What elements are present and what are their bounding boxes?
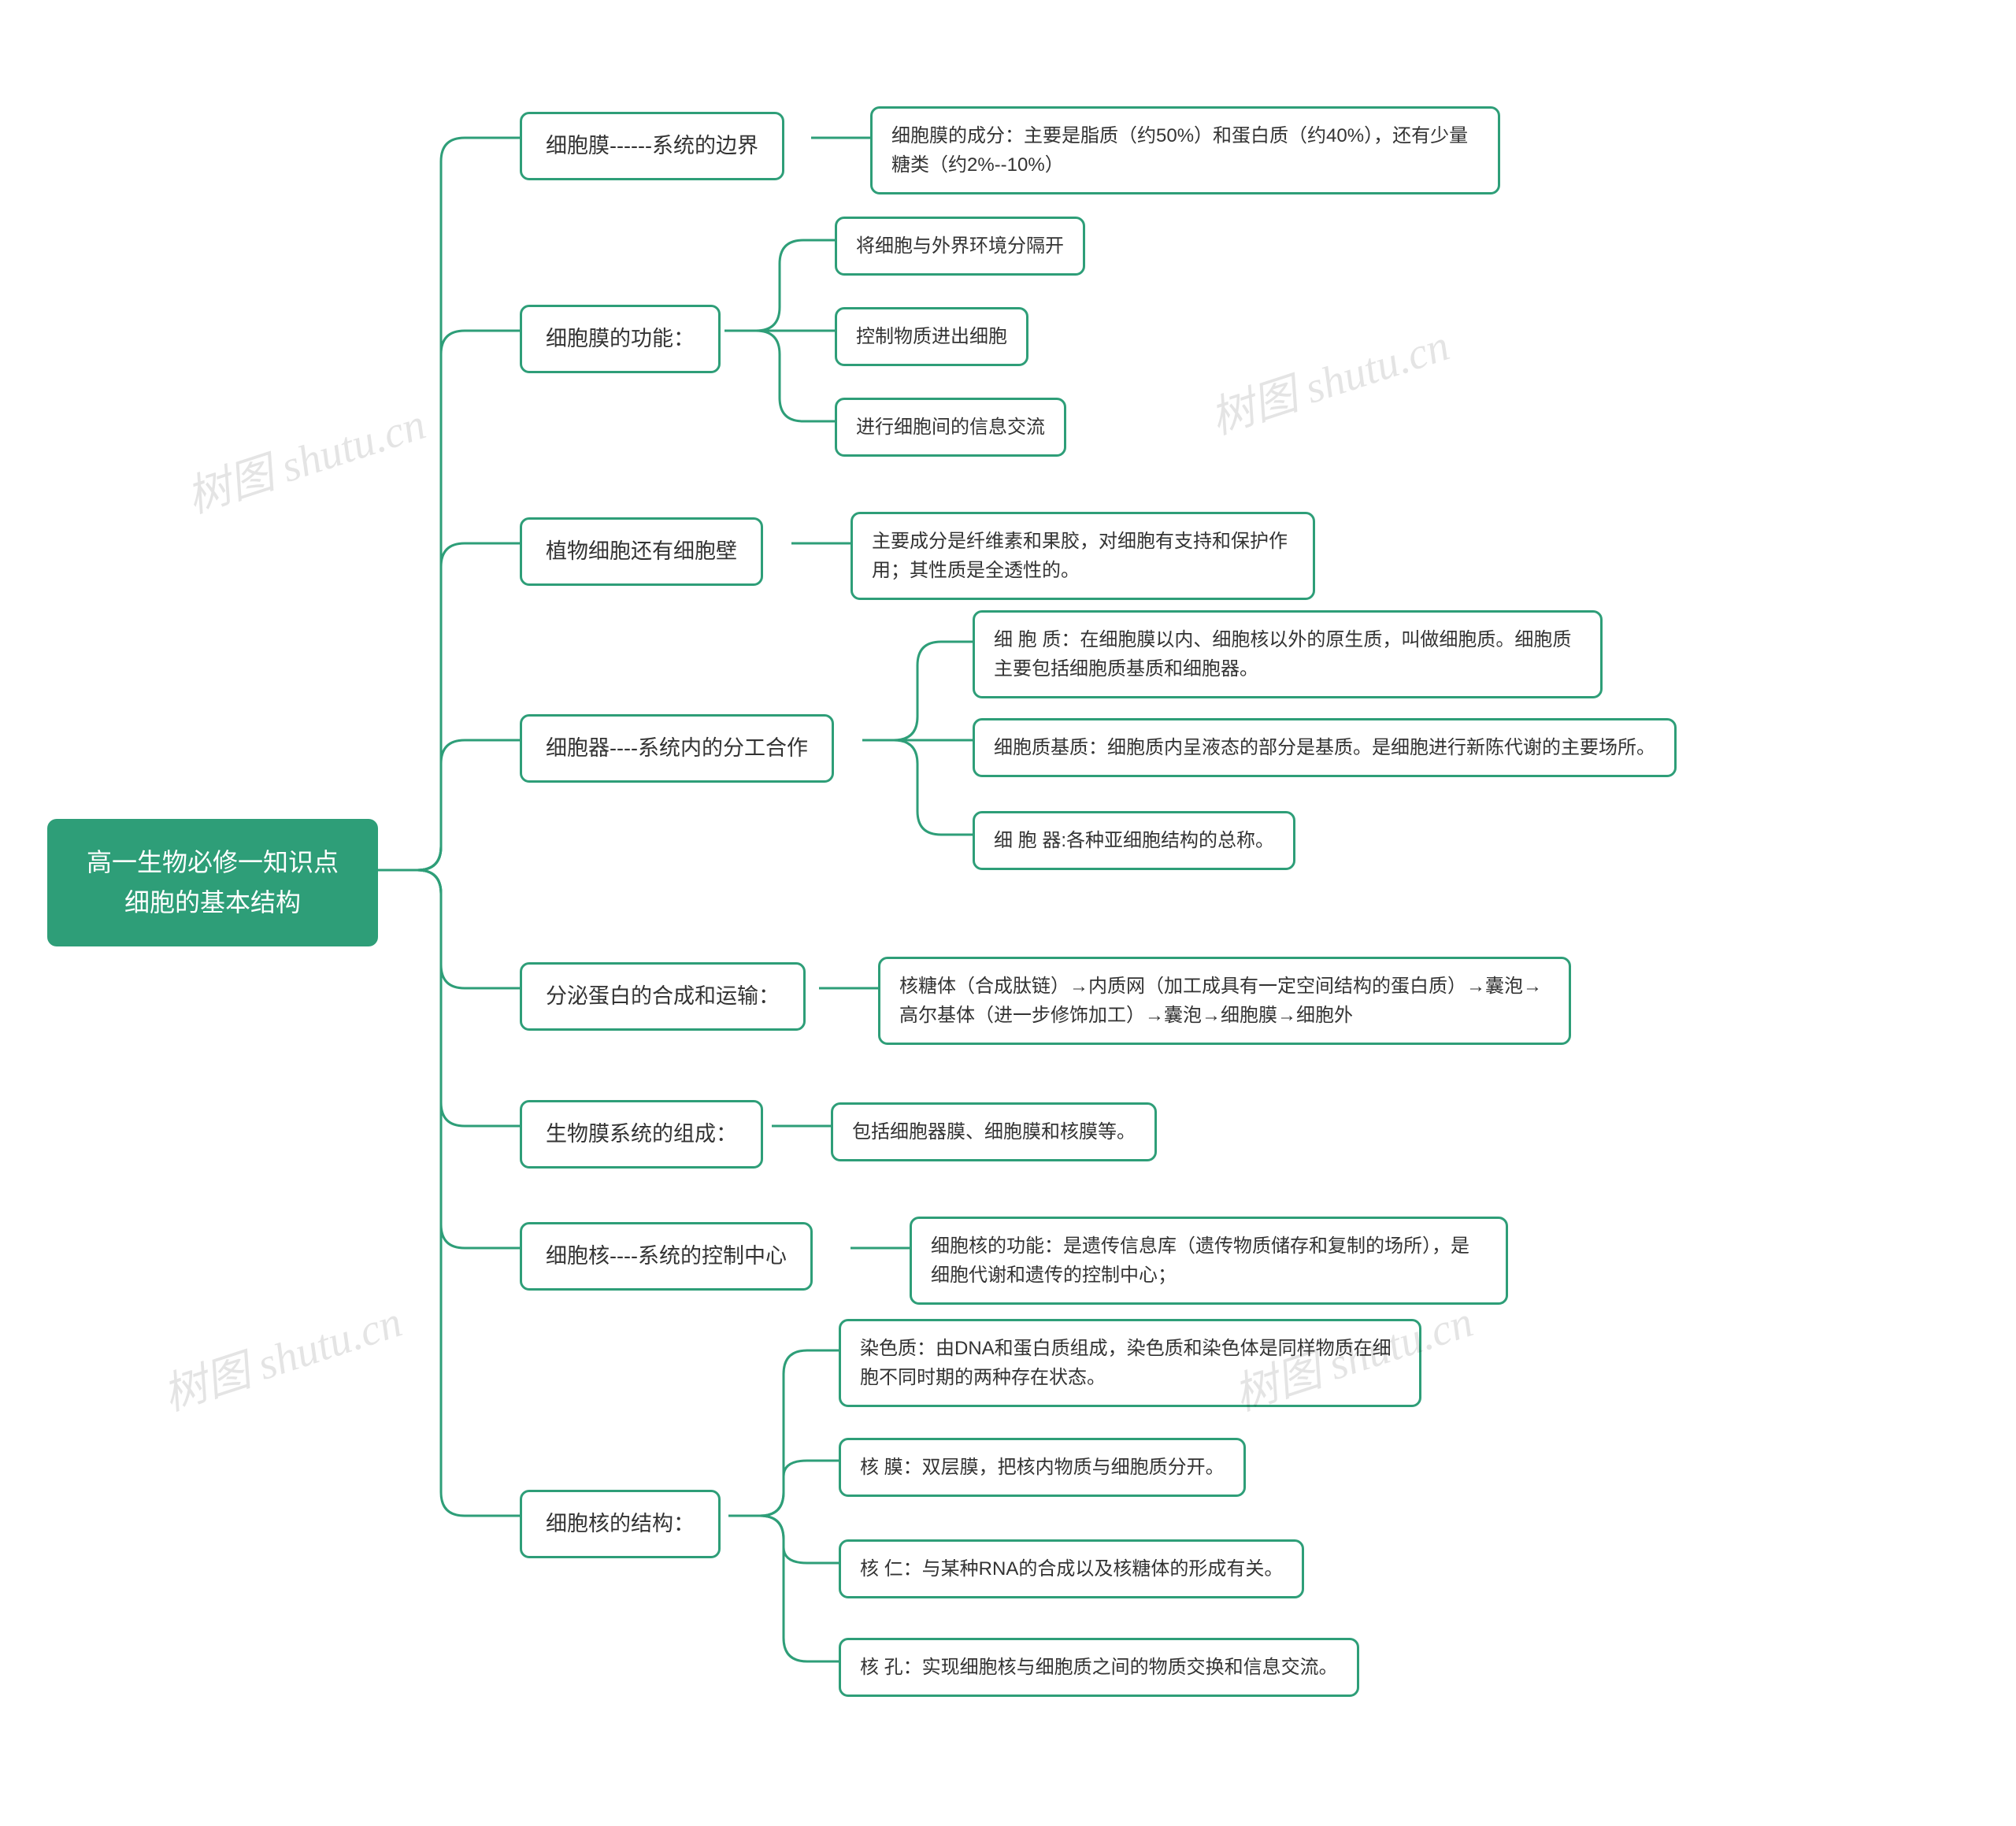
leaf-b1c1[interactable]: 细胞膜的成分：主要是脂质（约50%）和蛋白质（约40%），还有少量糖类（约2%-…	[870, 106, 1500, 194]
leaf-b2c1[interactable]: 将细胞与外界环境分隔开	[835, 217, 1085, 276]
branch-label: 植物细胞还有细胞壁	[546, 535, 737, 568]
leaf-b2c2[interactable]: 控制物质进出细胞	[835, 307, 1028, 366]
leaf-text: 细胞质基质：细胞质内呈液态的部分是基质。是细胞进行新陈代谢的主要场所。	[994, 733, 1655, 762]
mindmap-container: 高一生物必修一知识点 细胞的基本结构 细胞膜------系统的边界 细胞膜的成分…	[0, 0, 2016, 1826]
leaf-text: 核 孔：实现细胞核与细胞质之间的物质交换和信息交流。	[860, 1653, 1338, 1682]
leaf-text: 核糖体（合成肽链）→内质网（加工成具有一定空间结构的蛋白质）→囊泡→高尔基体（进…	[899, 972, 1550, 1030]
branch-cell-membrane[interactable]: 细胞膜------系统的边界	[520, 112, 784, 180]
leaf-text: 染色质：由DNA和蛋白质组成，染色质和染色体是同样物质在细胞不同时期的两种存在状…	[860, 1334, 1400, 1392]
watermark: 树图 shutu.cn	[1201, 309, 1456, 446]
leaf-text: 主要成分是纤维素和果胶，对细胞有支持和保护作用；其性质是全透性的。	[872, 527, 1294, 585]
leaf-text: 进行细胞间的信息交流	[856, 413, 1045, 442]
branch-label: 细胞膜的功能：	[546, 323, 695, 355]
root-node[interactable]: 高一生物必修一知识点 细胞的基本结构	[47, 819, 378, 946]
leaf-text: 细胞核的功能：是遗传信息库（遗传物质储存和复制的场所），是细胞代谢和遗传的控制中…	[931, 1232, 1487, 1290]
branch-label: 细胞核----系统的控制中心	[546, 1240, 787, 1272]
leaf-b2c3[interactable]: 进行细胞间的信息交流	[835, 398, 1066, 457]
branch-label: 细胞核的结构：	[546, 1508, 695, 1540]
branch-biomembrane-system[interactable]: 生物膜系统的组成：	[520, 1100, 763, 1169]
branch-nucleus-control[interactable]: 细胞核----系统的控制中心	[520, 1222, 813, 1291]
leaf-text: 将细胞与外界环境分隔开	[856, 231, 1064, 261]
leaf-b8c2[interactable]: 核 膜：双层膜，把核内物质与细胞质分开。	[839, 1438, 1246, 1497]
leaf-text: 核 仁：与某种RNA的合成以及核糖体的形成有关。	[860, 1554, 1283, 1583]
leaf-b8c1[interactable]: 染色质：由DNA和蛋白质组成，染色质和染色体是同样物质在细胞不同时期的两种存在状…	[839, 1319, 1421, 1407]
branch-organelles[interactable]: 细胞器----系统内的分工合作	[520, 714, 834, 783]
branch-label: 细胞膜------系统的边界	[546, 130, 758, 162]
leaf-b7c1[interactable]: 细胞核的功能：是遗传信息库（遗传物质储存和复制的场所），是细胞代谢和遗传的控制中…	[910, 1217, 1508, 1305]
leaf-b3c1[interactable]: 主要成分是纤维素和果胶，对细胞有支持和保护作用；其性质是全透性的。	[850, 512, 1315, 600]
leaf-text: 细 胞 质：在细胞膜以内、细胞核以外的原生质，叫做细胞质。细胞质主要包括细胞质基…	[994, 625, 1581, 683]
leaf-b5c1[interactable]: 核糖体（合成肽链）→内质网（加工成具有一定空间结构的蛋白质）→囊泡→高尔基体（进…	[878, 957, 1571, 1045]
branch-label: 分泌蛋白的合成和运输：	[546, 980, 780, 1013]
leaf-b4c1[interactable]: 细 胞 质：在细胞膜以内、细胞核以外的原生质，叫做细胞质。细胞质主要包括细胞质基…	[973, 610, 1603, 698]
leaf-text: 控制物质进出细胞	[856, 322, 1007, 351]
branch-protein-synthesis[interactable]: 分泌蛋白的合成和运输：	[520, 962, 806, 1031]
leaf-text: 核 膜：双层膜，把核内物质与细胞质分开。	[860, 1453, 1225, 1482]
branch-cell-wall[interactable]: 植物细胞还有细胞壁	[520, 517, 763, 586]
leaf-text: 包括细胞器膜、细胞膜和核膜等。	[852, 1117, 1136, 1146]
branch-label: 生物膜系统的组成：	[546, 1118, 737, 1150]
watermark: 树图 shutu.cn	[154, 1286, 409, 1423]
leaf-b8c3[interactable]: 核 仁：与某种RNA的合成以及核糖体的形成有关。	[839, 1539, 1304, 1598]
leaf-b6c1[interactable]: 包括细胞器膜、细胞膜和核膜等。	[831, 1102, 1157, 1161]
watermark: 树图 shutu.cn	[177, 388, 432, 525]
branch-membrane-function[interactable]: 细胞膜的功能：	[520, 305, 721, 373]
branch-label: 细胞器----系统内的分工合作	[546, 732, 808, 765]
branch-nucleus-structure[interactable]: 细胞核的结构：	[520, 1490, 721, 1558]
leaf-text: 细胞膜的成分：主要是脂质（约50%）和蛋白质（约40%），还有少量糖类（约2%-…	[891, 121, 1479, 180]
leaf-b4c3[interactable]: 细 胞 器:各种亚细胞结构的总称。	[973, 811, 1295, 870]
root-text: 高一生物必修一知识点 细胞的基本结构	[76, 843, 350, 923]
leaf-text: 细 胞 器:各种亚细胞结构的总称。	[994, 826, 1274, 855]
leaf-b8c4[interactable]: 核 孔：实现细胞核与细胞质之间的物质交换和信息交流。	[839, 1638, 1359, 1697]
leaf-b4c2[interactable]: 细胞质基质：细胞质内呈液态的部分是基质。是细胞进行新陈代谢的主要场所。	[973, 718, 1677, 777]
